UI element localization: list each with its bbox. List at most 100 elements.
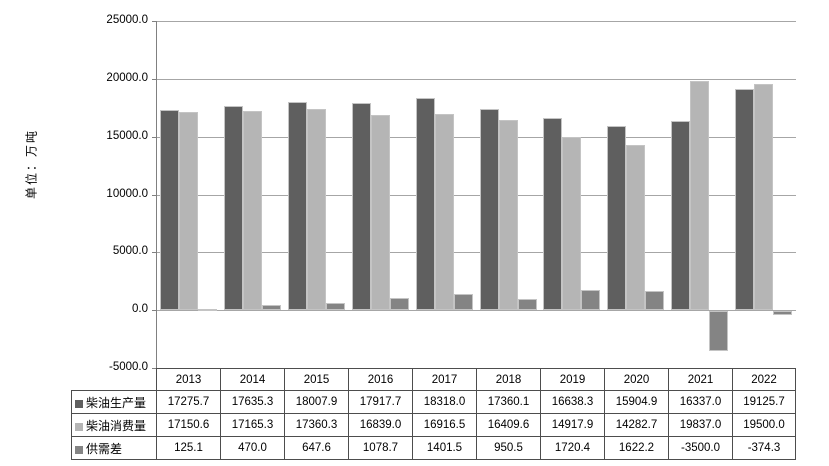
table-cell-value: 19125.7: [732, 390, 796, 414]
bar-柴油生产量-2022: [735, 89, 754, 310]
bar-柴油消费量-2017: [435, 114, 454, 310]
table-cell-value: 19500.0: [732, 413, 796, 437]
legend-swatch-icon: [75, 399, 83, 408]
table-cell-value: 14282.7: [604, 413, 669, 437]
bar-柴油生产量-2021: [671, 121, 690, 310]
legend-swatch-icon: [75, 422, 83, 431]
gridline: [157, 137, 796, 138]
gridline: [157, 21, 796, 22]
table-cell-year: 2019: [540, 368, 605, 391]
data-table-body: 2013 2014 2015 2016 2017 2018 2019 2020 2021 2022…: [71, 368, 796, 460]
bar-柴油生产量-2015: [288, 102, 307, 310]
table-cell-value: 17165.3: [220, 413, 285, 437]
y-axis-tick-label: 0.0: [132, 303, 148, 315]
table-cell-value: 17150.6: [156, 413, 221, 437]
bar-柴油消费量-2021: [690, 81, 709, 310]
y-axis-tick-mark: [152, 195, 157, 196]
table-cell-year: 2015: [284, 368, 349, 391]
bar-柴油生产量-2018: [480, 109, 499, 310]
y-axis-tick-label: 10000.0: [106, 188, 148, 200]
bar-柴油生产量-2020: [607, 126, 626, 310]
legend-series-name: 柴油生产量: [86, 395, 147, 410]
table-cell-value: 1622.2: [604, 436, 669, 460]
bar-供需差-2013: [198, 309, 217, 311]
table-row-柴油生产量: 柴油生产量 17275.7 17635.3 18007.9 17917.7 18318.0…: [71, 390, 796, 414]
y-axis-tick-mark: [152, 21, 157, 22]
bar-柴油生产量-2019: [543, 118, 562, 310]
y-axis-tick-label: 20000.0: [106, 72, 148, 84]
table-cell-year: 2013: [156, 368, 221, 391]
bar-供需差-2021: [709, 311, 728, 351]
legend-series-name: 供需差: [86, 441, 123, 456]
legend-label-cell: 供需差: [71, 436, 157, 460]
y-axis-tick-mark: [152, 137, 157, 138]
bar-供需差-2014: [262, 305, 281, 310]
table-cell-year: 2017: [412, 368, 477, 391]
gridline: [157, 195, 796, 196]
table-cell-value: -3500.0: [668, 436, 733, 460]
y-axis-tick-mark: [152, 368, 157, 369]
bar-柴油消费量-2013: [179, 112, 198, 310]
bar-供需差-2015: [326, 303, 345, 310]
table-cell-value: 470.0: [220, 436, 285, 460]
bar-柴油消费量-2020: [626, 145, 645, 310]
table-cell-value: 125.1: [156, 436, 221, 460]
gridline: [157, 310, 796, 311]
table-cell-year: 2016: [348, 368, 413, 391]
table-cell-year: 2020: [604, 368, 669, 391]
table-cell-value: 1078.7: [348, 436, 413, 460]
legend-label-cell: 柴油消费量: [71, 413, 157, 437]
table-cell-value: 950.5: [476, 436, 541, 460]
table-cell-value: 16916.5: [412, 413, 477, 437]
y-axis-tick-mark: [152, 252, 157, 253]
y-axis-tick-mark: [152, 79, 157, 80]
table-cell-value: 16337.0: [668, 390, 733, 414]
bar-柴油生产量-2017: [416, 98, 435, 310]
bar-柴油生产量-2016: [352, 103, 371, 310]
bar-供需差-2022: [773, 311, 792, 315]
table-cell-value: 18318.0: [412, 390, 477, 414]
y-axis-tick-label: 25000.0: [106, 14, 148, 26]
table-cell-value: -374.3: [732, 436, 796, 460]
data-table: 2013 2014 2015 2016 2017 2018 2019 2020 2021 2022…: [71, 368, 796, 460]
table-cell-value: 14917.9: [540, 413, 605, 437]
bar-供需差-2020: [645, 291, 664, 310]
table-row-years: 2013 2014 2015 2016 2017 2018 2019 2020 2021 2022: [72, 368, 796, 391]
table-cell-value: 16638.3: [540, 390, 605, 414]
table-cell-value: 1720.4: [540, 436, 605, 460]
legend-label-cell: 柴油生产量: [71, 390, 157, 414]
table-cell-year: 2022: [732, 368, 796, 391]
y-axis-tick-label: 5000.0: [112, 245, 148, 257]
table-row-柴油消费量: 柴油消费量 17150.6 17165.3 17360.3 16839.0 16916.5…: [71, 413, 796, 437]
bar-柴油消费量-2015: [307, 109, 326, 310]
table-cell-value: 18007.9: [284, 390, 349, 414]
bar-柴油生产量-2014: [224, 106, 243, 310]
bar-柴油消费量-2014: [243, 111, 262, 310]
bar-供需差-2018: [518, 299, 537, 310]
table-cell-year: 2018: [476, 368, 541, 391]
legend-series-name: 柴油消费量: [86, 418, 147, 433]
bar-柴油消费量-2019: [562, 137, 581, 310]
y-axis-tick-label: -5000.0: [108, 361, 148, 373]
bar-柴油消费量-2018: [499, 120, 518, 310]
table-cell-value: 19837.0: [668, 413, 733, 437]
table-cell-value: 1401.5: [412, 436, 477, 460]
table-cell-value: 15904.9: [604, 390, 669, 414]
table-cell-value: 17917.7: [348, 390, 413, 414]
bar-供需差-2016: [390, 298, 409, 310]
table-cell-value: 647.6: [284, 436, 349, 460]
table-cell-value: 16409.6: [476, 413, 541, 437]
table-cell-year: 2014: [220, 368, 285, 391]
table-cell-value: 17360.1: [476, 390, 541, 414]
table-row-供需差: 供需差 125.1 470.0 647.6 1078.7 1401.5 950.5 1720.…: [71, 436, 796, 460]
y-axis-unit-label: 单位：万吨: [24, 128, 39, 200]
bar-供需差-2017: [454, 294, 473, 310]
gridline: [157, 79, 796, 80]
table-cell-value: 17635.3: [220, 390, 285, 414]
y-axis-tick-label: 15000.0: [106, 130, 148, 142]
table-cell-value: 17360.3: [284, 413, 349, 437]
plot-area: [152, 21, 796, 369]
table-cell-value: 16839.0: [348, 413, 413, 437]
bar-柴油消费量-2022: [754, 84, 773, 310]
